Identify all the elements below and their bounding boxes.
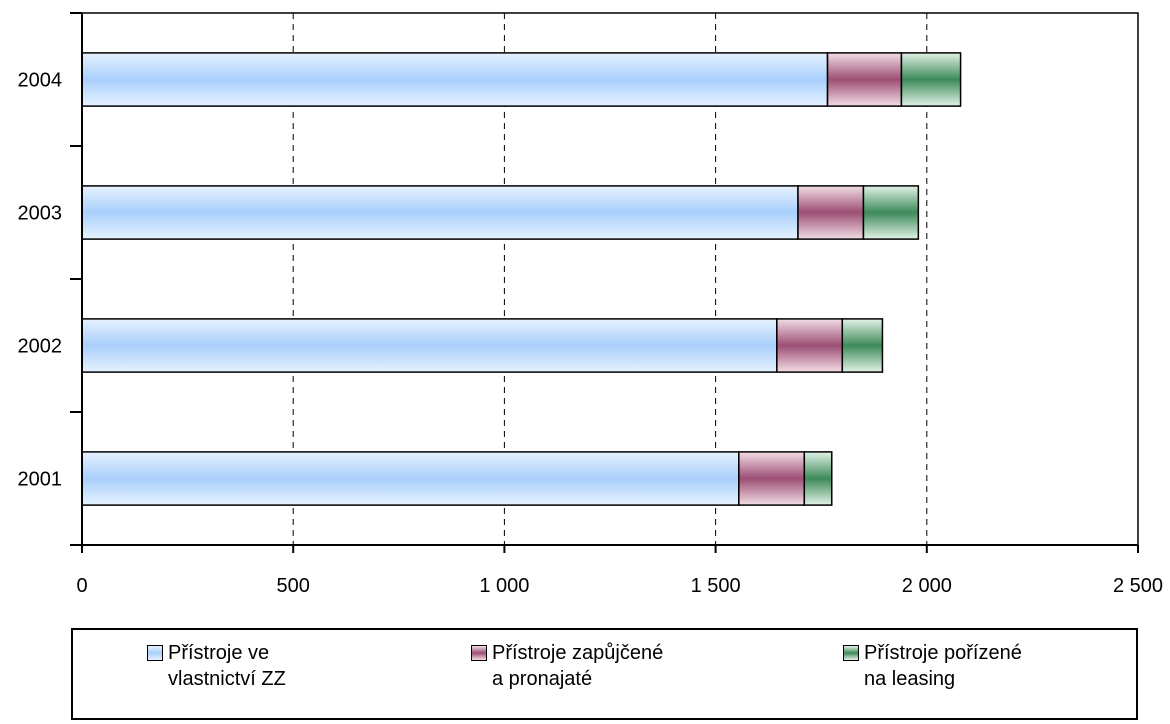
x-tick-label: 2 500	[1113, 575, 1163, 597]
legend-item: Přístroje pořízené na leasing	[843, 640, 1022, 692]
bar-2002-series-2	[776, 318, 844, 373]
x-tick-label: 1 500	[691, 575, 741, 597]
axes	[70, 12, 1139, 553]
legend: Přístroje ve vlastnictví ZZ Přístroje zap…	[71, 628, 1138, 720]
legend-label: Přístroje ve vlastnictví ZZ	[168, 642, 286, 690]
y-tick-label: 2004	[18, 70, 63, 92]
x-tick-label: 1 000	[479, 575, 529, 597]
bar-2001-series-3	[803, 451, 833, 506]
legend-item: Přístroje ve vlastnictví ZZ	[147, 640, 286, 692]
legend-label: Přístroje pořízené na leasing	[864, 642, 1022, 690]
bar-2002-series-1	[81, 318, 778, 373]
stacked-bar-chart: 2001 2002 2003 2004 0 500 1 000 1 500 2 000 2 500	[18, 12, 1164, 598]
legend-label: Přístroje zapůjčené a pronajaté	[492, 642, 664, 690]
bar-2003-series-2	[797, 185, 865, 240]
bar-2002-series-3	[841, 318, 884, 373]
x-tick-label: 500	[277, 575, 310, 597]
legend-item: Přístroje zapůjčené a pronajaté	[471, 640, 663, 692]
legend-swatch	[147, 645, 163, 661]
bar-2001-series-1	[81, 451, 740, 506]
bar-2001-series-2	[738, 451, 806, 506]
x-tick-label: 0	[76, 575, 87, 597]
bar-2003-series-3	[862, 185, 920, 240]
y-tick-label: 2001	[18, 469, 63, 491]
legend-swatch	[843, 645, 859, 661]
bar-2004-series-2	[826, 52, 903, 107]
tick-labels: 2001 2002 2003 2004 0 500 1 000 1 500 2 000 2 500	[18, 70, 1164, 598]
legend-swatch	[471, 645, 487, 661]
y-tick-label: 2002	[18, 336, 63, 358]
bar-2004-series-1	[81, 52, 829, 107]
bar-2004-series-3	[900, 52, 962, 107]
bar-2003-series-1	[81, 185, 799, 240]
y-tick-label: 2003	[18, 203, 63, 225]
bars	[81, 52, 962, 506]
x-tick-label: 2 000	[902, 575, 952, 597]
